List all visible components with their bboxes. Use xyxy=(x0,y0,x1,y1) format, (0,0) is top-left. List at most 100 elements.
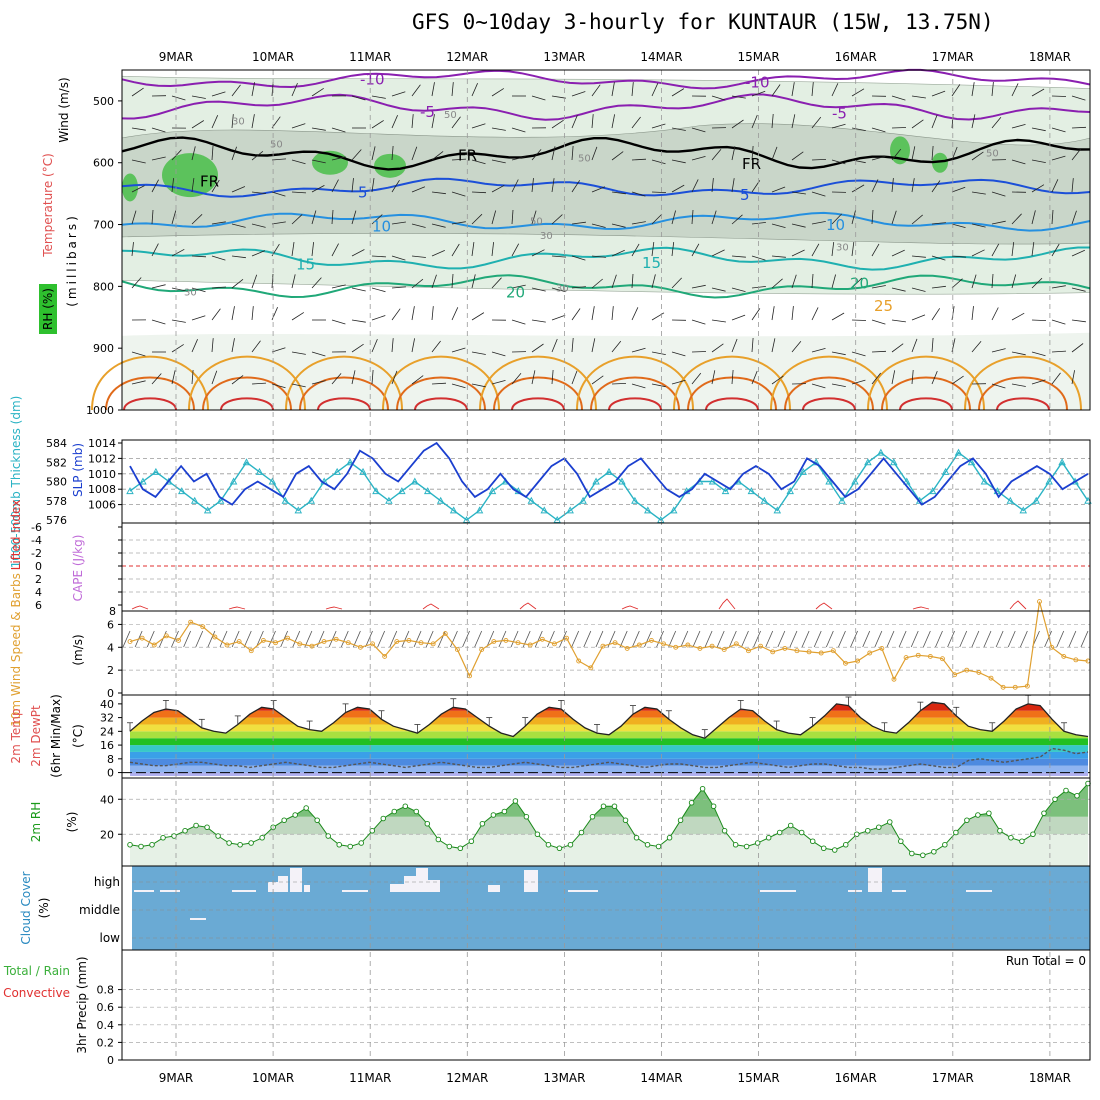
upper-wind-barb xyxy=(811,191,826,197)
rh-point xyxy=(721,828,728,834)
upper-wind-barb xyxy=(871,285,886,289)
upper-wind-barb xyxy=(1031,242,1035,257)
wind-speed-point xyxy=(418,640,424,646)
upper-wind-barb xyxy=(151,284,166,289)
ua-ytick-label: 600 xyxy=(93,157,114,170)
thick-tick-label: 580 xyxy=(46,476,67,489)
upper-wind-barb xyxy=(471,213,483,225)
upper-wind-barb xyxy=(851,379,866,385)
ua-ytick-label: 800 xyxy=(93,280,114,293)
upper-wind-barb xyxy=(1051,209,1054,225)
upper-wind-barb xyxy=(371,146,376,161)
wind-speed-point xyxy=(636,642,642,648)
date-label-bottom: 12MAR xyxy=(446,1071,488,1085)
thickness-point xyxy=(644,506,652,514)
surface-wind-barb xyxy=(437,630,446,648)
wind-speed-point xyxy=(394,639,400,645)
upper-wind-barb xyxy=(711,287,726,292)
rh-point xyxy=(556,845,563,852)
date-label-top: 12MAR xyxy=(446,50,488,64)
upper-wind-barb xyxy=(691,209,694,225)
wind-speed-point xyxy=(454,647,460,653)
upper-wind-barb xyxy=(1051,243,1060,257)
upper-wind-barb xyxy=(931,285,946,289)
thickness-point xyxy=(566,506,574,514)
upper-wind-barb xyxy=(451,383,466,389)
li-tick-label: 2 xyxy=(35,573,42,586)
temp-tick-label: 8 xyxy=(107,753,114,766)
upper-wind-barb xyxy=(531,319,546,323)
upper-wind-barb xyxy=(611,151,624,161)
upper-wind-barb xyxy=(351,287,366,292)
slp-ylabel-thick: 1000-500mb Thickness (dm) xyxy=(9,396,23,569)
upper-wind-barb xyxy=(151,209,154,225)
rh-point xyxy=(1052,796,1058,803)
rh-point xyxy=(611,803,618,810)
rh-point xyxy=(865,828,871,834)
warm-cell-6-2 xyxy=(705,397,759,411)
upper-wind-barb xyxy=(591,375,604,385)
upper-wind-barb xyxy=(531,343,544,353)
surface-wind-barb xyxy=(353,630,361,648)
rh-line xyxy=(129,783,1089,856)
upper-wind-barb xyxy=(271,383,286,389)
upper-wind-barb xyxy=(251,191,266,194)
cloud-clear-19 xyxy=(966,890,992,892)
wind-speed-point xyxy=(964,667,970,673)
cloud-clear-7 xyxy=(342,890,368,892)
thickness-point xyxy=(385,496,393,504)
upper-wind-barb xyxy=(651,312,665,321)
wind-speed-point xyxy=(127,639,133,645)
rh-point xyxy=(732,842,739,848)
thickness-point xyxy=(268,477,277,485)
panel-bg-slp xyxy=(122,440,1090,523)
surface-wind-barb xyxy=(813,630,822,648)
surface-wind-barb xyxy=(534,630,543,648)
rh-label-7: 30 xyxy=(836,243,849,254)
rh-label-4: 50 xyxy=(530,217,543,228)
upper-wind-barb xyxy=(1071,370,1075,385)
slp-tick-label: 1012 xyxy=(88,452,116,465)
upper-wind-barb xyxy=(1051,350,1067,353)
upper-wind-barb xyxy=(431,151,444,161)
li-tick-label: 6 xyxy=(35,599,42,612)
thickness-point xyxy=(475,506,484,514)
upper-wind-barb xyxy=(231,255,246,259)
upper-wind-barb xyxy=(811,82,814,97)
upper-wind-barb xyxy=(651,123,666,129)
surface-wind-barb xyxy=(595,630,604,648)
upper-wind-barb xyxy=(951,84,961,97)
upper-wind-barb xyxy=(511,373,522,385)
wind-speed-point xyxy=(212,634,218,640)
upper-wind-barb xyxy=(771,186,786,193)
date-label-top: 9MAR xyxy=(159,50,194,64)
warm-cell-4-2 xyxy=(511,397,565,411)
rh-point xyxy=(215,833,221,839)
upper-wind-barb xyxy=(391,308,401,321)
panel-bg-wind xyxy=(122,611,1090,695)
wind-speed-point xyxy=(515,640,521,646)
upper-wind-barb xyxy=(411,375,424,385)
isotherm-label-13: 20 xyxy=(506,284,525,302)
upper-wind-barb xyxy=(771,113,774,129)
wind-speed-point xyxy=(746,648,751,654)
upper-wind-barb xyxy=(1031,159,1046,163)
upper-wind-barb xyxy=(931,114,938,129)
surface-wind-barb xyxy=(850,630,858,648)
upper-wind-barb xyxy=(631,243,640,257)
wind-speed-point xyxy=(648,637,654,643)
rh-point xyxy=(909,850,915,857)
upper-wind-barb xyxy=(811,348,826,353)
date-label-bottom: 10MAR xyxy=(252,1071,294,1085)
surface-wind-barb xyxy=(1020,630,1028,648)
upper-wind-barb xyxy=(811,273,814,289)
upper-wind-barb xyxy=(291,82,298,97)
upper-wind-barb xyxy=(791,340,802,353)
upper-wind-barb xyxy=(531,210,537,225)
upper-wind-barb xyxy=(1051,155,1066,161)
surface-wind-barb xyxy=(510,630,519,648)
thickness-point xyxy=(423,487,432,495)
upper-wind-barb xyxy=(1031,319,1047,321)
ua-ytick-label: 500 xyxy=(93,95,114,108)
cloud-fill xyxy=(132,866,1090,950)
